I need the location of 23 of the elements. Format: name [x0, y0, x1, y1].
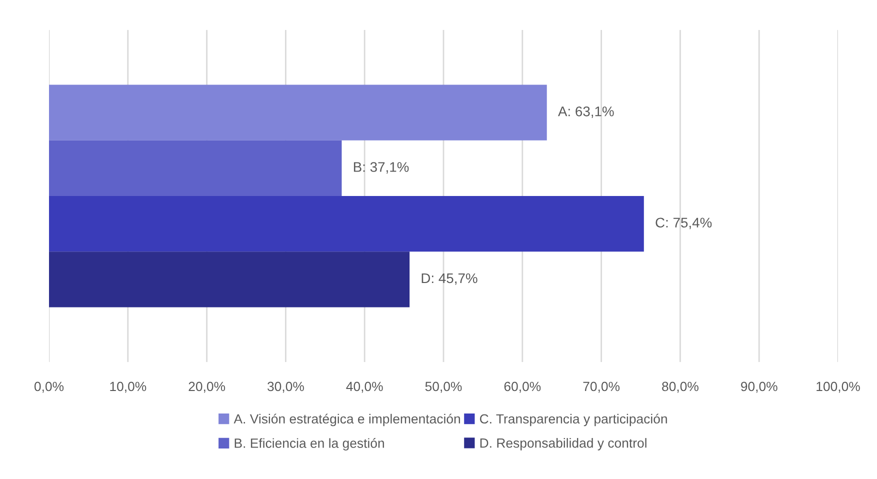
legend-label: C. Transparencia y participación	[480, 414, 667, 426]
bar	[49, 196, 644, 252]
legend-label: A. Visión estratégica e implementación	[234, 414, 460, 426]
data-label: A: 63,1%	[558, 106, 614, 118]
data-label: D: 45,7%	[422, 273, 478, 285]
bar	[49, 140, 342, 196]
x-tick-label: 30,0%	[268, 382, 304, 393]
x-tick-label: 10,0%	[110, 382, 146, 393]
x-tick-label: 100,0%	[816, 382, 860, 393]
x-tick-label: 50,0%	[425, 382, 462, 393]
bar	[49, 84, 547, 140]
x-tick-label: 60,0%	[504, 382, 541, 393]
x-tick-label: 20,0%	[188, 382, 226, 393]
x-tick-label: 80,0%	[662, 382, 698, 393]
data-label: C: 75,4%	[656, 218, 712, 230]
x-tick-label: 70,0%	[583, 382, 620, 393]
x-tick-label: 90,0%	[741, 382, 778, 393]
data-label: B: 37,1%	[354, 162, 409, 174]
legend-label: D. Responsabilidad y control	[480, 438, 646, 450]
x-tick-label: 40,0%	[346, 382, 383, 393]
legend-label: B. Eficiencia en la gestión	[234, 438, 384, 450]
bar	[49, 252, 410, 308]
x-tick-label: 0,0%	[34, 382, 64, 393]
